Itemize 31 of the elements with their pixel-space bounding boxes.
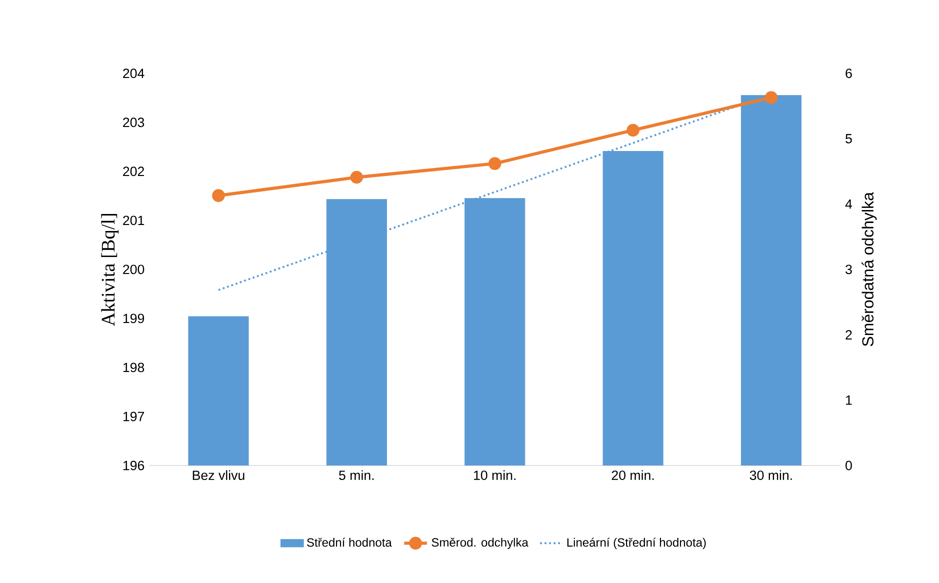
- y2-tick-label: 5: [846, 134, 852, 144]
- y-tick-label: 199: [123, 314, 144, 324]
- y2-tick-label: 4: [845, 200, 852, 209]
- x-tick-label: Bez vlivu: [192, 470, 244, 480]
- y2-axis-title: Směrodatná odchylka: [862, 192, 877, 346]
- y-tick-label: 200: [123, 264, 144, 274]
- y-tick-label: 198: [123, 362, 144, 372]
- x-tick-label: 20 min.: [612, 470, 654, 480]
- point: [626, 124, 640, 137]
- point: [212, 189, 225, 202]
- legend-label: Lineární (Střední hodnota): [567, 538, 706, 550]
- x-tick-label: 5 min.: [339, 470, 374, 480]
- y2-tick-label: 0: [846, 460, 852, 470]
- y-tick-label: 197: [123, 412, 144, 422]
- y2-tick-label: 6: [846, 68, 852, 78]
- y-axis-title: Aktivita [Bq/l]: [101, 214, 119, 326]
- y2-tick-label: 3: [846, 264, 852, 274]
- y2-tick-label: 2: [846, 330, 852, 340]
- legend-label: Směrod. odchylka: [432, 538, 528, 550]
- y-tick-label: 204: [123, 68, 144, 78]
- x-tick-label: 10 min.: [474, 470, 516, 480]
- y-tick-label: 203: [123, 118, 144, 128]
- x-tick-label: 30 min.: [750, 470, 792, 480]
- point: [350, 170, 364, 184]
- legend-label: Střední hodnota: [307, 538, 392, 547]
- point: [764, 91, 778, 104]
- y-tick-label: 201: [123, 216, 144, 226]
- y-tick-label: 196: [123, 460, 144, 470]
- point: [488, 157, 502, 170]
- y2-tick-label: 1: [846, 396, 852, 405]
- y-tick-label: 202: [123, 166, 144, 176]
